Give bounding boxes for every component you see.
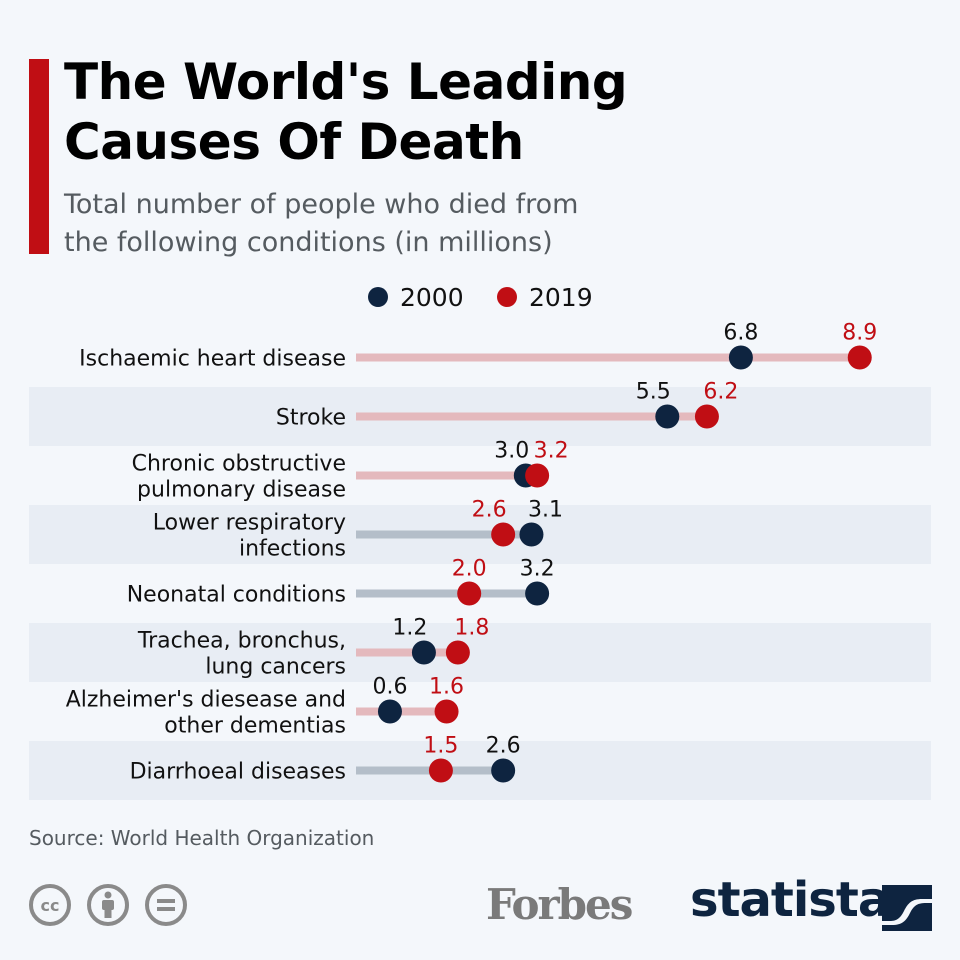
dot-2019 [434, 699, 459, 724]
equals-icon [157, 899, 175, 911]
value-label-2000: 3.0 [494, 439, 529, 464]
legend-marker-2019 [497, 287, 517, 307]
dot-2000 [525, 581, 550, 606]
dot-2000 [655, 404, 680, 429]
dot-2019 [491, 522, 516, 547]
row-band [29, 623, 931, 682]
dot-2019 [694, 404, 719, 429]
value-label-2000: 0.6 [372, 675, 407, 700]
category-label: Chronic obstructive pulmonary disease [132, 452, 346, 503]
value-label-2019: 3.2 [534, 439, 569, 464]
dot-2019 [457, 581, 482, 606]
no-derivatives-icon[interactable] [145, 884, 187, 926]
value-label-2000: 2.6 [486, 734, 521, 759]
legend-marker-2000 [368, 287, 388, 307]
category-label: Stroke [276, 406, 346, 431]
dot-2019 [428, 758, 453, 783]
value-label-2000: 3.1 [528, 498, 563, 523]
value-label-2019: 2.0 [452, 557, 487, 582]
value-label-2019: 6.2 [703, 380, 738, 405]
statista-logo[interactable]: statista [690, 872, 890, 928]
dot-2000 [519, 522, 544, 547]
legend-label-2000: 2000 [400, 283, 464, 312]
dot-2019 [525, 463, 550, 488]
title-accent-bar [29, 59, 49, 254]
value-label-2019: 2.6 [472, 498, 507, 523]
dot-2000 [411, 640, 436, 665]
dot-2019 [847, 345, 872, 370]
connector-bar [356, 648, 458, 657]
legend-label-2019: 2019 [529, 283, 593, 312]
dumbbell-chart: 2000 2019 Ischaemic heart disease 6.8 8.9 Str… [29, 283, 931, 800]
person-icon [102, 891, 114, 918]
value-label-2000: 5.5 [636, 380, 671, 405]
category-label: Lower respiratory infections [153, 511, 346, 562]
connector-bar [356, 530, 532, 539]
dot-2019 [445, 640, 470, 665]
connector-bar [356, 471, 538, 480]
value-label-2019: 1.5 [423, 734, 458, 759]
page-subtitle: Total number of people who died from the… [64, 189, 579, 258]
cc-icon[interactable]: cc [29, 884, 71, 926]
value-label-2000: 3.2 [520, 557, 555, 582]
dot-2000 [491, 758, 516, 783]
category-label: Diarrhoeal diseases [130, 760, 346, 785]
category-label: Trachea, bronchus, lung cancers [137, 629, 346, 680]
forbes-logo[interactable]: Forbes [486, 880, 633, 929]
dot-2000 [377, 699, 402, 724]
connector-bar [356, 412, 707, 421]
connector-bar [356, 353, 860, 362]
value-label-2019: 1.6 [429, 675, 464, 700]
cc-icon-text: cc [40, 895, 60, 915]
value-label-2019: 8.9 [842, 321, 877, 346]
dot-2000 [728, 345, 753, 370]
value-label-2019: 1.8 [454, 616, 489, 641]
category-label: Alzheimer's diesease and other dementias [66, 688, 346, 739]
category-label: Ischaemic heart disease [79, 347, 346, 372]
attribution-icon[interactable] [87, 884, 129, 926]
value-label-2000: 1.2 [392, 616, 427, 641]
page-title: The World's Leading Causes Of Death [64, 53, 628, 171]
source-note: Source: World Health Organization [29, 826, 375, 850]
value-label-2000: 6.8 [723, 321, 758, 346]
connector-bar [356, 589, 538, 598]
category-label: Neonatal conditions [127, 583, 346, 608]
statista-mark-icon [882, 885, 932, 931]
